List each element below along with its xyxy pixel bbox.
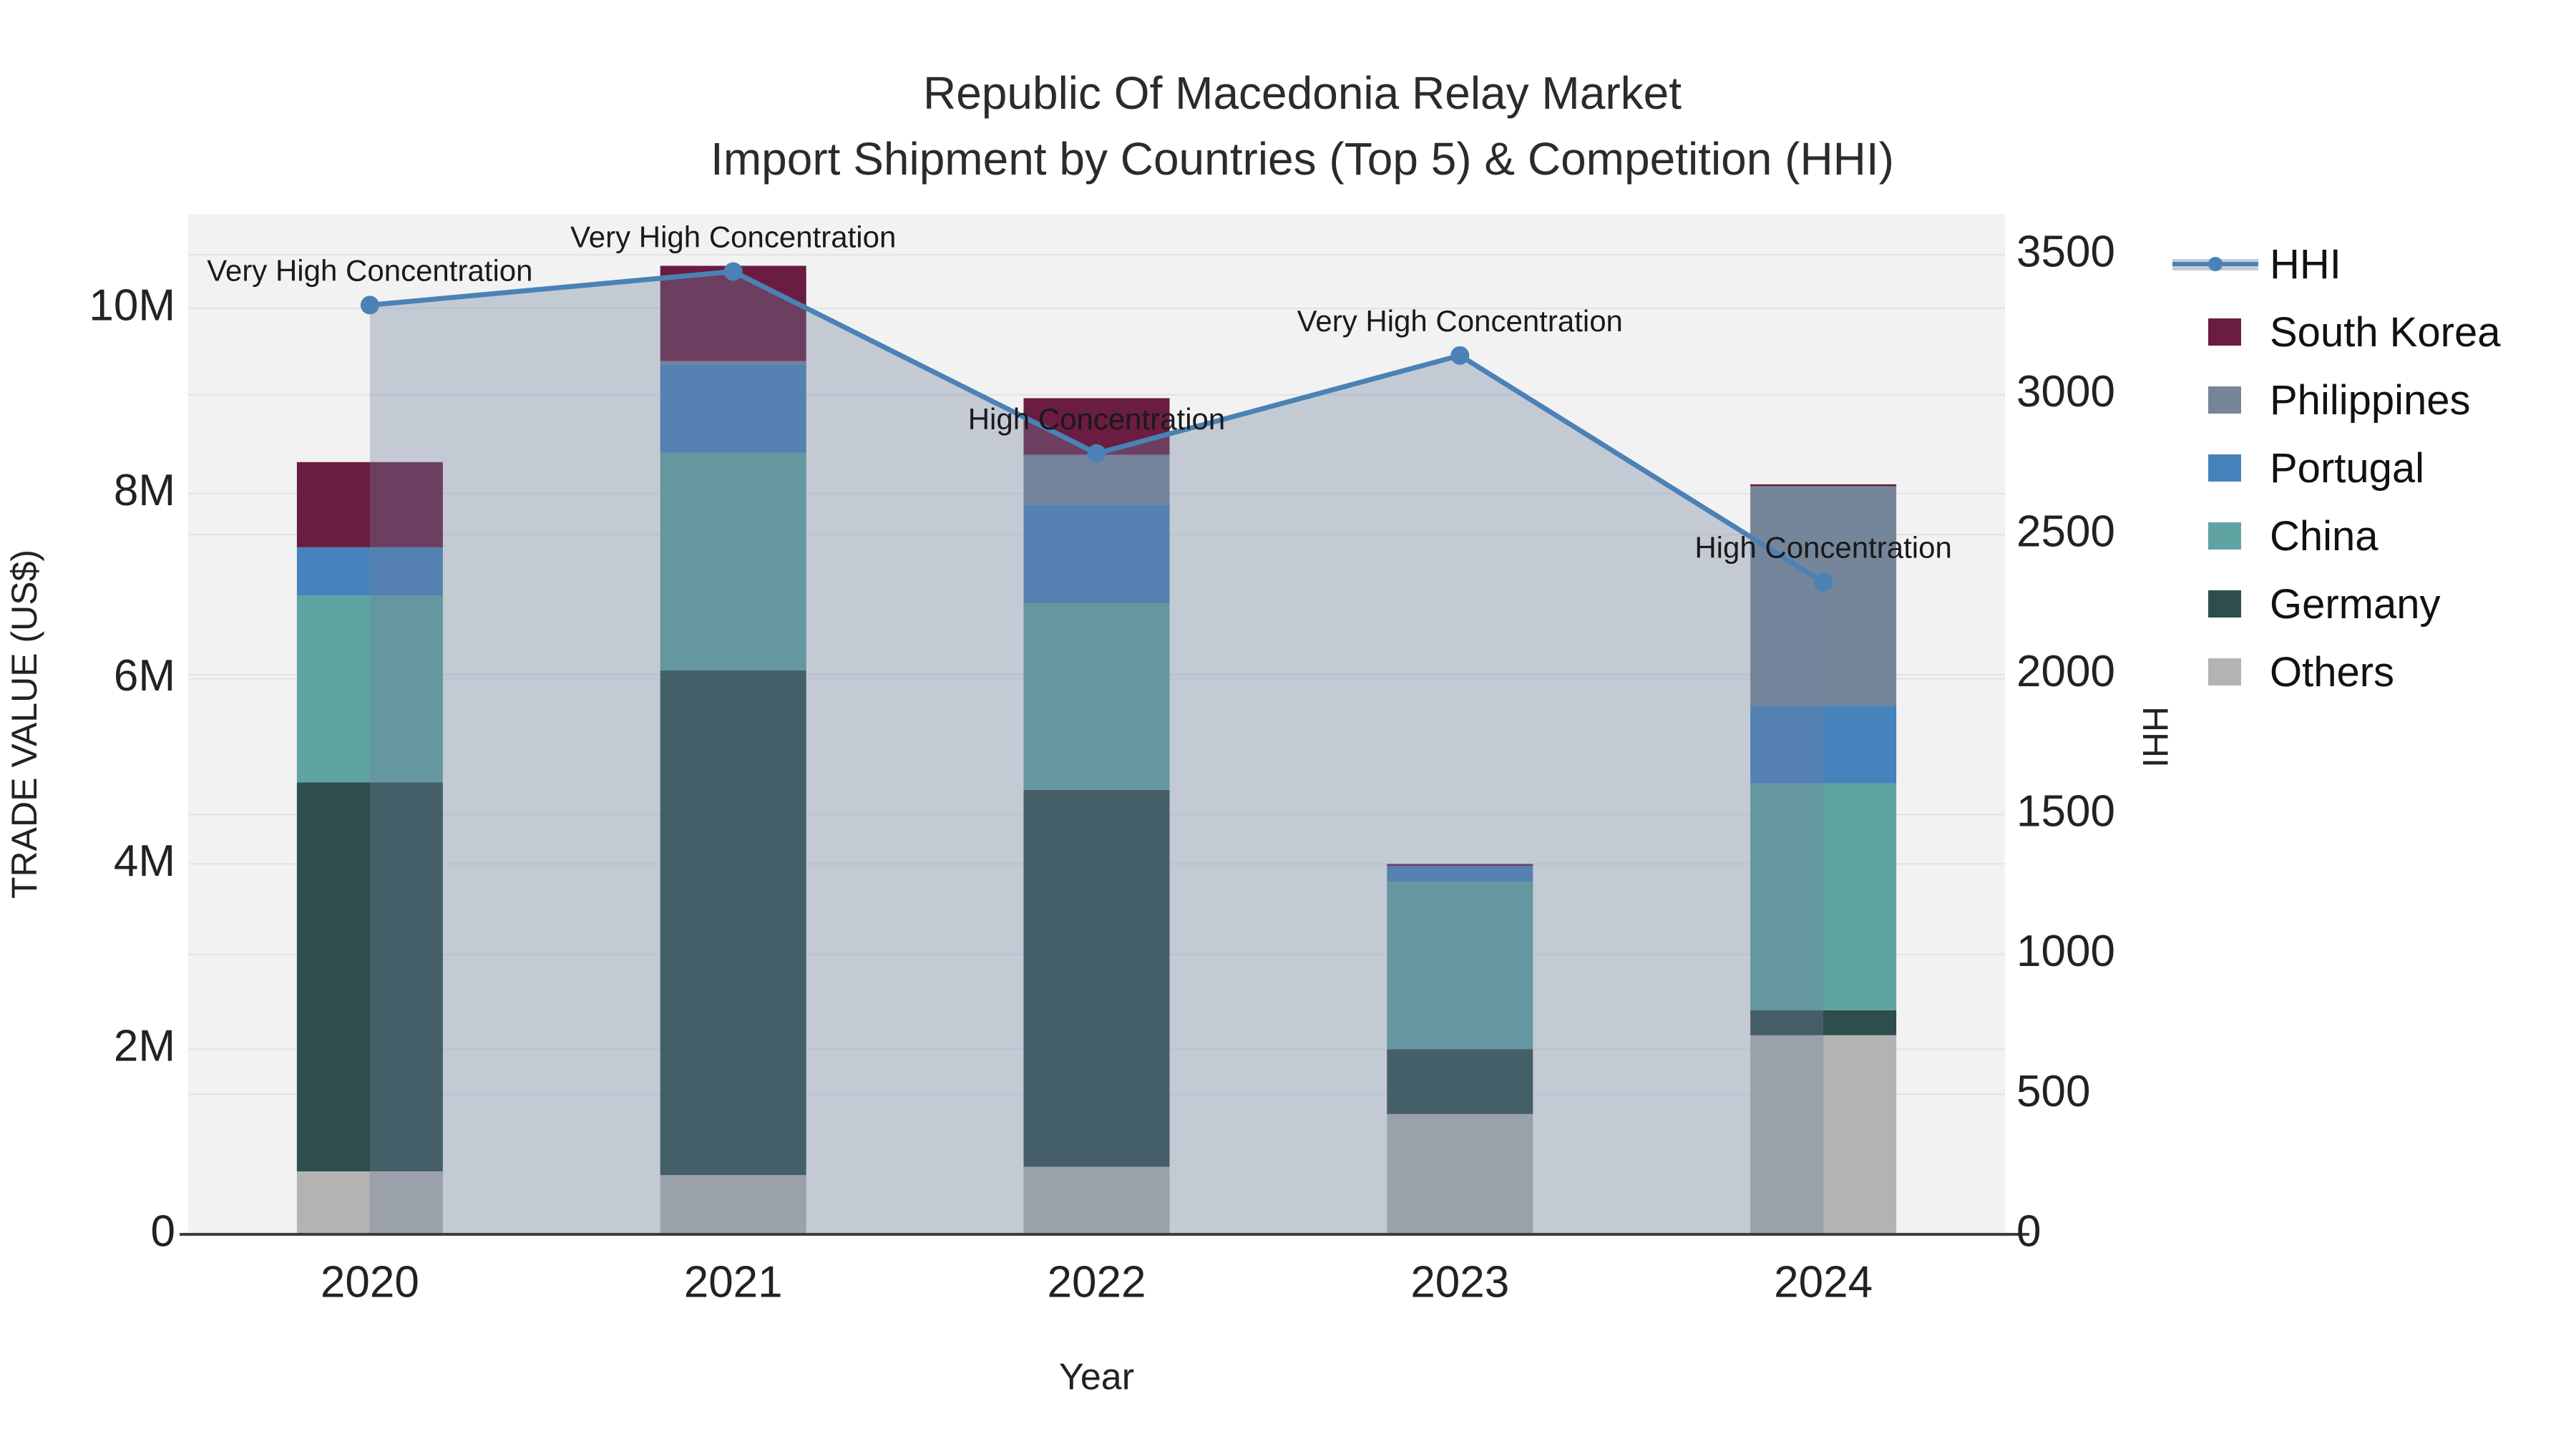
legend: HHI South Korea Philippines Portugal China Ge…: [2172, 239, 2500, 697]
bar-segment-south-korea-2021[interactable]: [660, 265, 806, 361]
bar-segment-portugal-2021[interactable]: [660, 364, 806, 453]
annotation-2024: High Concentration: [1694, 531, 1952, 565]
bar-segment-philippines-2022[interactable]: [1023, 454, 1170, 505]
bar-segment-south-korea-2023[interactable]: [1387, 864, 1533, 866]
bar-segment-others-2020[interactable]: [296, 1171, 443, 1234]
y-left-tick-8M: 8M: [114, 466, 175, 515]
legend-swatch-china: [2208, 522, 2241, 550]
legend-label: Portugal: [2270, 444, 2425, 492]
bar-segment-germany-2020[interactable]: [296, 782, 443, 1172]
bar-segment-philippines-2021[interactable]: [660, 361, 806, 365]
legend-label: HHI: [2270, 240, 2341, 288]
x-tick-2023: 2023: [1410, 1257, 1509, 1307]
annotation-2020: Very High Concentration: [207, 254, 532, 288]
legend-item-others[interactable]: Others: [2208, 647, 2500, 697]
legend-label: Germany: [2270, 580, 2441, 628]
y-right-tick-0: 0: [2016, 1206, 2041, 1256]
bar-segment-others-2022[interactable]: [1023, 1166, 1170, 1234]
y-left-axis-title: TRADE VALUE (US$): [4, 550, 44, 899]
annotation-2023: Very High Concentration: [1297, 304, 1623, 338]
legend-label: Others: [2270, 648, 2395, 696]
chart-subtitle: Import Shipment by Countries (Top 5) & C…: [711, 133, 1894, 185]
hhi-point-2021[interactable]: [723, 262, 743, 281]
bar-segment-germany-2022[interactable]: [1023, 789, 1170, 1167]
annotation-2022: High Concentration: [968, 402, 1226, 436]
y-right-tick-2500: 2500: [2016, 507, 2115, 557]
chart-title: Republic Of Macedonia Relay Market: [922, 67, 1682, 119]
bar-segment-portugal-2023[interactable]: [1387, 865, 1533, 882]
hhi-area-fill: [369, 271, 1824, 1234]
y-right-tick-3000: 3000: [2016, 367, 2115, 416]
x-axis-title: Year: [1059, 1357, 1134, 1398]
bar-segment-china-2021[interactable]: [660, 452, 806, 670]
y-right-axis-title: HHI: [2135, 706, 2175, 768]
y-left-tick-0: 0: [151, 1206, 175, 1256]
y-left-tick-6M: 6M: [114, 651, 175, 701]
bar-segment-others-2023[interactable]: [1387, 1113, 1533, 1234]
x-tick-2021: 2021: [684, 1257, 783, 1307]
bar-segment-south-korea-2020[interactable]: [296, 462, 443, 547]
hhi-point-2023[interactable]: [1450, 346, 1470, 365]
chart-title-block: Republic Of Macedonia Relay Market Impor…: [0, 60, 2576, 192]
legend-label: South Korea: [2270, 308, 2501, 356]
x-tick-2022: 2022: [1048, 1257, 1146, 1307]
y-right-tick-1500: 1500: [2016, 787, 2115, 836]
bar-segment-philippines-2024[interactable]: [1750, 486, 1897, 706]
bar-segment-china-2024[interactable]: [1750, 783, 1897, 1010]
legend-label: Philippines: [2270, 376, 2471, 424]
legend-item-china[interactable]: China: [2208, 511, 2500, 561]
legend-item-hhi[interactable]: HHI: [2172, 239, 2500, 289]
legend-item-philippines[interactable]: Philippines: [2208, 375, 2500, 425]
bar-segment-others-2024[interactable]: [1750, 1035, 1897, 1234]
bar-segment-germany-2023[interactable]: [1387, 1049, 1533, 1114]
legend-item-germany[interactable]: Germany: [2208, 579, 2500, 629]
bar-segment-others-2021[interactable]: [660, 1175, 806, 1234]
legend-item-south-korea[interactable]: South Korea: [2208, 307, 2500, 357]
x-tick-2020: 2020: [321, 1257, 419, 1307]
bar-segment-portugal-2022[interactable]: [1023, 504, 1170, 603]
bar-segment-portugal-2024[interactable]: [1750, 706, 1897, 784]
legend-item-portugal[interactable]: Portugal: [2208, 443, 2500, 493]
y-right-tick-500: 500: [2016, 1067, 2090, 1116]
y-left-tick-10M: 10M: [89, 280, 175, 330]
bar-segment-portugal-2020[interactable]: [296, 547, 443, 596]
bar-segment-china-2023[interactable]: [1387, 881, 1533, 1050]
bar-segment-china-2022[interactable]: [1023, 602, 1170, 790]
x-tick-2024: 2024: [1774, 1257, 1873, 1307]
legend-swatch-germany: [2208, 590, 2241, 618]
y-left-tick-2M: 2M: [114, 1022, 175, 1071]
bar-segment-south-korea-2024[interactable]: [1750, 484, 1897, 487]
legend-swatch-philippines: [2208, 386, 2241, 414]
annotation-2021: Very High Concentration: [570, 220, 896, 254]
y-right-tick-2000: 2000: [2016, 647, 2115, 696]
legend-swatch-others: [2208, 658, 2241, 686]
legend-swatch-portugal: [2208, 454, 2241, 482]
y-right-tick-3500: 3500: [2016, 227, 2115, 276]
y-right-tick-1000: 1000: [2016, 927, 2115, 976]
y-left-tick-4M: 4M: [114, 836, 175, 886]
hhi-point-2020[interactable]: [360, 296, 379, 315]
hhi-point-2024[interactable]: [1814, 572, 1833, 592]
bar-segment-germany-2024[interactable]: [1750, 1010, 1897, 1035]
hhi-point-2022[interactable]: [1087, 444, 1106, 463]
legend-swatch-south-korea: [2208, 318, 2241, 346]
bar-segment-china-2020[interactable]: [296, 595, 443, 783]
bar-segment-germany-2021[interactable]: [660, 670, 806, 1176]
legend-label: China: [2270, 512, 2379, 560]
hhi-legend-glyph: [2172, 257, 2258, 271]
